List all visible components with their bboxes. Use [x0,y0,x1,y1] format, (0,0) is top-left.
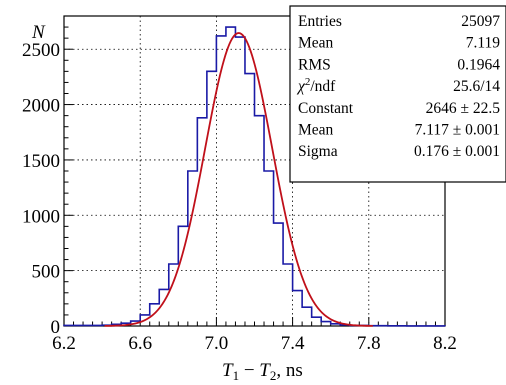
x-label-sub1: 1 [233,368,240,383]
stats-label: Mean [298,122,334,139]
gaussian-fit-curve [104,32,373,327]
y-tick-label: 2000 [22,96,60,117]
stats-value: 2646 ± 22.5 [426,100,501,117]
x-tick-label: 7.0 [205,333,229,354]
stats-label: Entries [298,13,342,30]
x-tick-label: 6.6 [128,333,152,354]
y-tick-label: 1500 [22,151,60,172]
stats-value: 7.119 [466,35,501,52]
x-label-unit: , ns [276,360,302,381]
x-axis-label: T1 − T2, ns [222,360,303,383]
y-axis-label: N [31,22,46,43]
x-label-sub2: 2 [270,368,277,383]
fit-curve [104,32,373,327]
tick-labels: 6.2 6.6 7.0 7.4 7.8 8.2 0 500 1000 1500 2000 2500 [22,40,457,354]
stats-box-frame [289,5,506,183]
y-tick-label: 0 [51,317,61,338]
stats-value: 7.117 ± 0.001 [415,122,500,139]
stats-label: χ2/ndf [296,76,336,95]
stats-label: Sigma [298,143,338,160]
stats-rows: Entries 25097 Mean 7.119 RMS 0.1964 χ2/ndf 25.6… [296,13,500,160]
stats-value: 0.176 ± 0.001 [414,143,500,160]
y-tick-label: 500 [32,262,61,283]
y-tick-label: 1000 [22,206,60,227]
x-tick-label: 7.8 [357,333,381,354]
stats-value: 0.1964 [457,56,500,73]
x-tick-label: 7.4 [281,333,305,354]
stats-label: Mean [298,35,334,52]
x-tick-label: 8.2 [433,333,457,354]
stats-box: Entries 25097 Mean 7.119 RMS 0.1964 χ2/ndf 25.6… [289,5,506,183]
x-label-minus: − [239,360,259,381]
stats-value: 25.6/14 [453,78,500,95]
stats-value: 25097 [461,13,500,30]
x-label-t2: T [259,360,271,381]
x-tick-label: 6.2 [52,333,76,354]
y-tick-label: 2500 [22,40,60,61]
x-label-t1: T [222,360,234,381]
stats-label: Constant [298,100,354,117]
stats-label: RMS [298,56,331,73]
